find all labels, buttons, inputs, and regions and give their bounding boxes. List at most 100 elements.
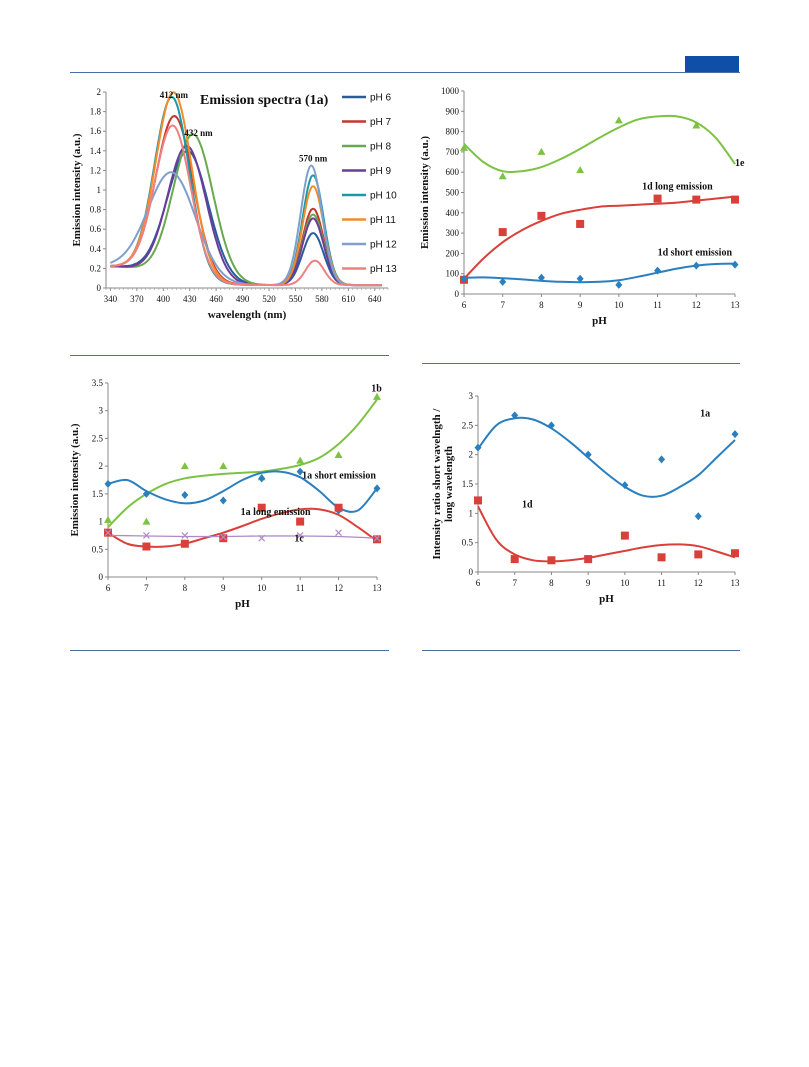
series-label-1b: 1b: [371, 383, 382, 394]
data-point-1a-short-emission: [258, 474, 266, 483]
data-point-1c: [258, 534, 266, 542]
y-tick-label: 1: [469, 508, 474, 518]
x-tick-label: 12: [694, 578, 703, 588]
x-tick-label: 490: [236, 294, 250, 304]
trendline-1c: [107, 534, 378, 539]
data-point-1a-long-emission: [257, 503, 266, 512]
x-tick-label: 13: [731, 300, 741, 310]
data-point-1a: [547, 421, 555, 430]
x-tick-label: 10: [620, 578, 630, 588]
data-point-1b: [180, 462, 189, 470]
y-tick-label: 1000: [441, 86, 460, 96]
data-point-1d: [510, 555, 519, 564]
x-tick-label: 550: [289, 294, 303, 304]
data-point-1a-short-emission: [142, 489, 150, 498]
data-point-1d: [474, 496, 482, 505]
y-tick-label: 0.4: [90, 244, 102, 254]
x-tick-label: 520: [262, 294, 276, 304]
x-tick-label: 7: [500, 300, 505, 310]
header-rule: [70, 72, 740, 73]
y-tick-label: 3.5: [92, 378, 104, 388]
data-point-1b: [334, 451, 343, 459]
trendline-1a-long-emission: [107, 507, 378, 548]
x-tick-label: 9: [586, 578, 591, 588]
data-point-1d-long-emission: [653, 194, 662, 203]
y-tick-label: 1.5: [462, 479, 474, 489]
data-point-1d-short-emission: [460, 274, 468, 283]
chart-emission-1a-1b-1c-svg: 0 0.5 1 1.5 2 2.5 3 3.5 6 7 8 9 10 11 12 13 pH Emission i…: [69, 378, 383, 610]
x-tick-label: 7: [144, 583, 149, 593]
x-tick-label: 640: [368, 294, 382, 304]
x-tick-label: 13: [373, 583, 383, 593]
data-point-1a-short-emission: [104, 479, 112, 488]
y-tick-label: 2: [99, 461, 104, 471]
y-tick-label: 0: [455, 289, 460, 299]
data-point-1e: [614, 116, 623, 124]
data-point-1a-long-emission: [180, 539, 189, 548]
y-tick-label: 0: [97, 283, 102, 293]
y-tick-label: 700: [446, 147, 460, 157]
y-tick-label: 0: [99, 572, 104, 582]
series-label-1d-long-emission: 1d long emission: [642, 181, 713, 192]
y-tick-label: 2: [469, 450, 474, 460]
y-tick-label: 300: [446, 228, 460, 238]
peak-annotation: 570 nm: [299, 154, 328, 164]
y-tick-label: 600: [446, 167, 460, 177]
y-tick-label: 800: [446, 127, 460, 137]
trendline-1a-short-emission: [107, 470, 378, 513]
y-tick-label: 2.5: [462, 420, 474, 430]
x-tick-label: 460: [209, 294, 223, 304]
x-tick-label: 9: [221, 583, 226, 593]
data-point-1b: [373, 392, 381, 400]
chart-intensity-ratio: 0 0.5 1 1.5 2 2.5 3 6 7 8 9 10 11 12 13 pH Intensity rat…: [420, 380, 750, 640]
y-tick-label: 3: [469, 391, 474, 401]
data-point-1d: [584, 555, 593, 564]
chart-emission-1a-1b-1c: 0 0.5 1 1.5 2 2.5 3 3.5 6 7 8 9 10 11 12 13 pH Emission i…: [69, 375, 400, 640]
y-axis-label: Emission intensity (a.u.): [71, 133, 83, 246]
y-tick-label: 900: [446, 106, 460, 116]
data-point-1d: [657, 553, 666, 562]
data-point-1d-short-emission: [576, 274, 584, 283]
x-tick-label: 6: [106, 583, 111, 593]
peak-annotation: 412 nm: [160, 90, 189, 100]
data-point-1c: [219, 533, 227, 541]
trendline-1d-short-emission: [463, 262, 736, 284]
legend-label: pH 13: [370, 264, 397, 275]
spectrum-line-ph-8: [110, 133, 382, 287]
legend-label: pH 10: [370, 191, 397, 202]
legend-label: pH 6: [370, 93, 392, 104]
y-tick-label: 1: [97, 185, 102, 195]
y-tick-label: 0.5: [92, 544, 104, 554]
y-axis-label: Emission intensity (a.u.): [69, 423, 81, 536]
data-point-1d-long-emission: [692, 195, 701, 204]
data-point-1a-long-emission: [219, 534, 228, 543]
x-tick-label: 580: [315, 294, 329, 304]
series-label-1a-short-emission: 1a short emission: [302, 470, 376, 481]
spectrum-line-ph-6: [110, 149, 382, 287]
trendline-1d-long-emission: [463, 195, 736, 280]
series-label-1d-short-emission: 1d short emission: [658, 247, 733, 258]
y-tick-label: 1.4: [90, 146, 102, 156]
chart-emission-1d-1e-svg: 0 100 200 300 400 500 600 700 800 900 1000 6 7 8 9 10 11…: [419, 86, 745, 327]
x-tick-label: 340: [104, 294, 118, 304]
data-point-1d-short-emission: [615, 280, 623, 289]
y-tick-label: 0.2: [90, 263, 101, 273]
data-point-1d-short-emission: [654, 266, 662, 275]
data-point-1d-short-emission: [731, 260, 739, 269]
x-tick-label: 6: [476, 578, 481, 588]
divider-rule-left-bottom: [70, 650, 389, 651]
data-point-1a-long-emission: [334, 503, 343, 512]
x-axis-label: wavelength (nm): [208, 309, 287, 321]
y-tick-label: 1.8: [90, 107, 102, 117]
series-label-1e: 1e: [735, 158, 745, 169]
data-point-1a-short-emission: [296, 467, 304, 476]
divider-rule-right-top: [422, 363, 740, 364]
peak-annotation: 432 nm: [184, 128, 213, 138]
spectrum-line-ph-9: [110, 144, 382, 287]
data-point-1a: [731, 430, 739, 439]
y-tick-label: 2: [97, 87, 102, 97]
legend-label: pH 11: [370, 215, 396, 226]
y-tick-label: 400: [446, 208, 460, 218]
data-point-1a: [584, 450, 592, 459]
divider-rule-right-bottom: [422, 650, 740, 651]
